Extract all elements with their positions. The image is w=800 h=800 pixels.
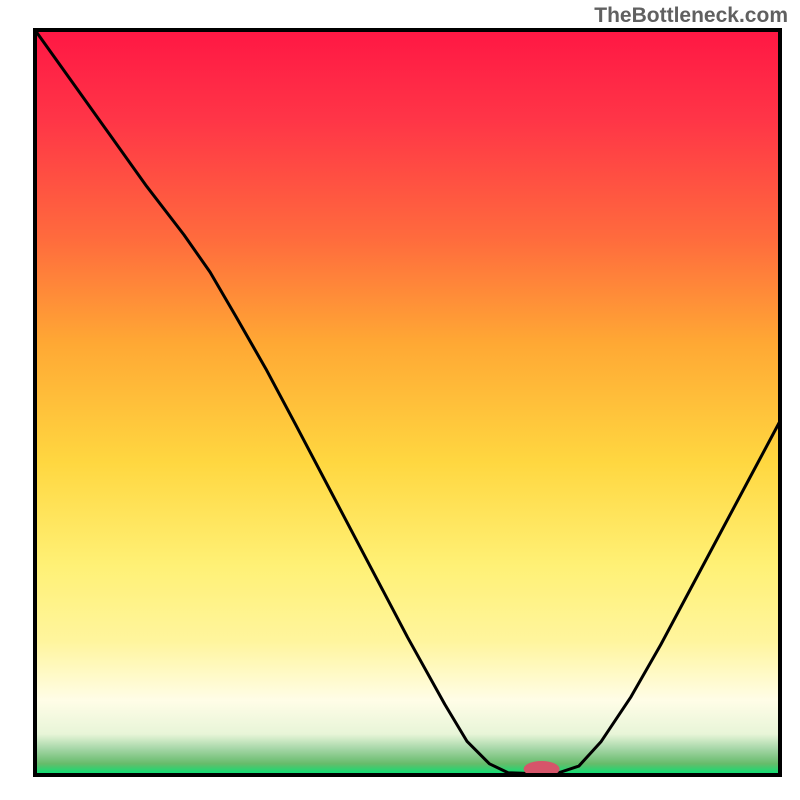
gradient-background xyxy=(35,30,780,775)
chart-container: TheBottleneck.com xyxy=(0,0,800,800)
watermark-text: TheBottleneck.com xyxy=(594,4,788,28)
bottleneck-chart xyxy=(0,0,800,800)
